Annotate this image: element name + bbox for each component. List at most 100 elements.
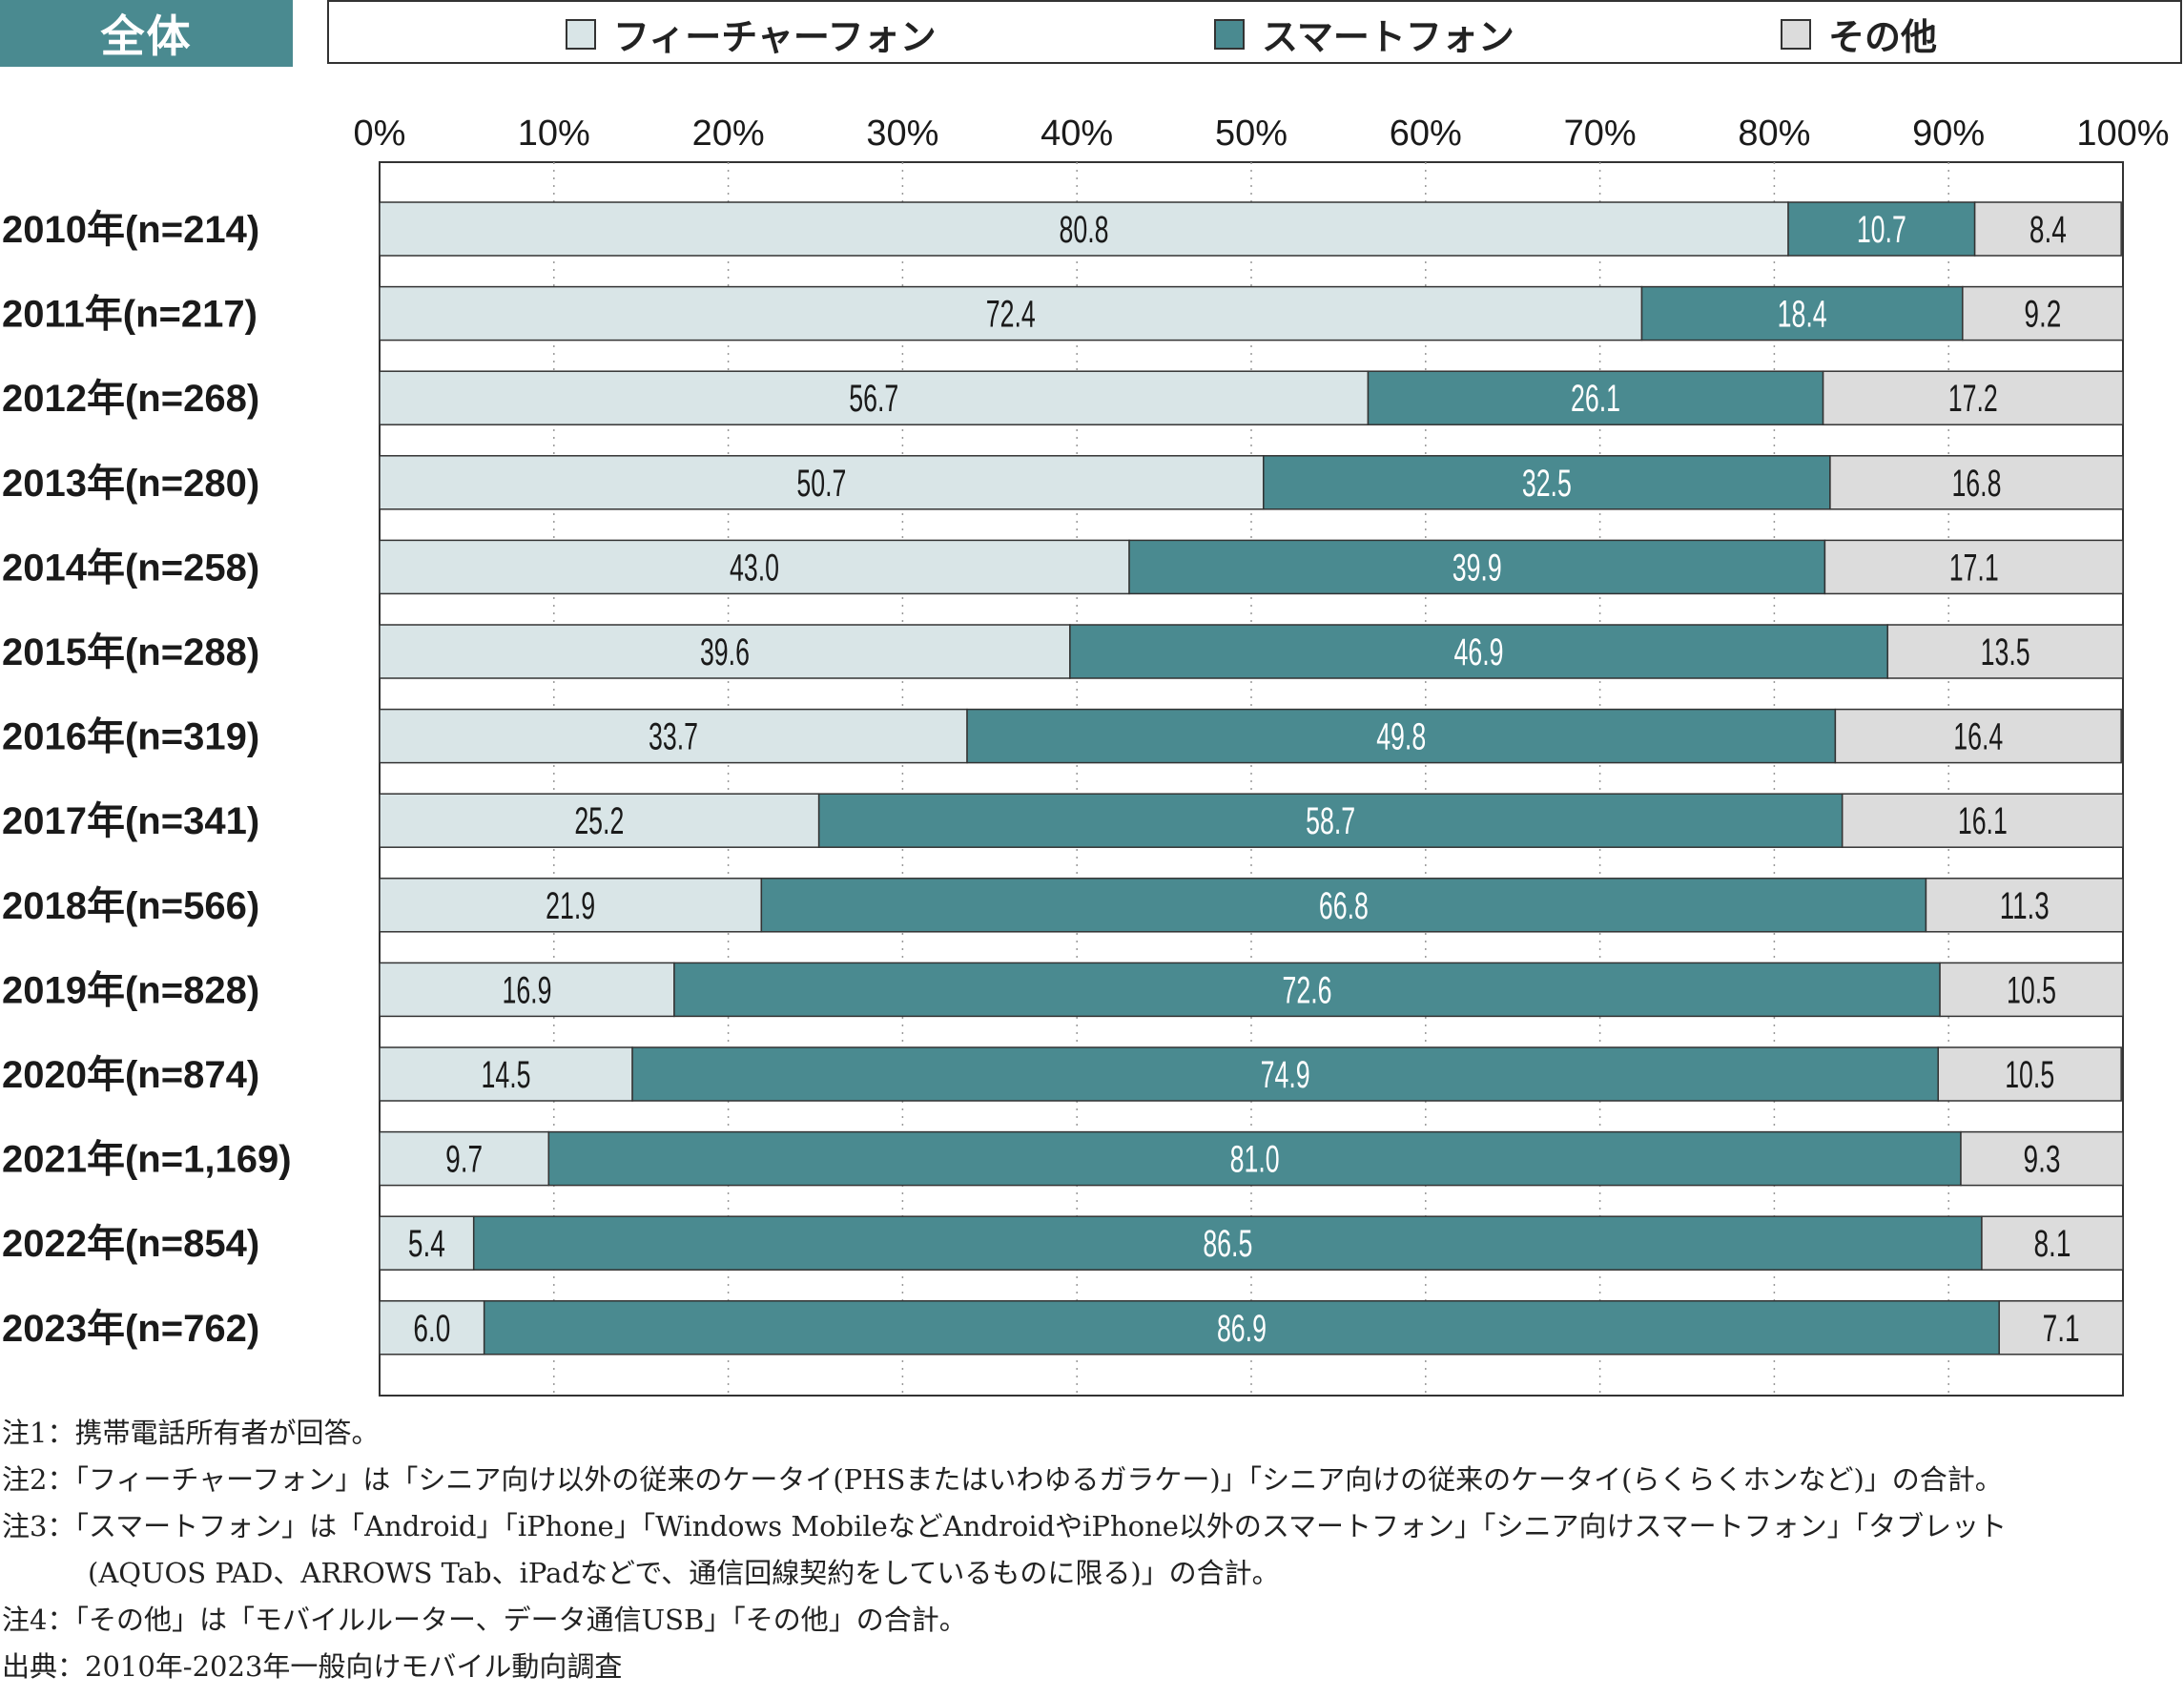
bar-segment-smartphone	[1367, 370, 1824, 425]
bar-segment-other	[1998, 1300, 2124, 1356]
data-label: 18.4	[1778, 294, 1827, 336]
x-tick-label: 80%	[1738, 114, 1810, 154]
bar-segment-smartphone	[1640, 285, 1964, 341]
note-2: 注2：「フィーチャーフォン」は「シニア向け以外の従来のケータイ(PHSまたはいわ…	[2, 1463, 2003, 1496]
y-category-label: 2018年(n=566)	[2, 885, 259, 927]
data-label: 33.7	[649, 716, 698, 758]
bar-segment-feature-phone	[379, 1046, 633, 1102]
x-tick-label: 90%	[1912, 114, 1985, 154]
bar-segment-other	[1973, 201, 2122, 257]
note-3-continued: (AQUOS PAD、ARROWS Tab、iPadなどで、通信回線契約をしてい…	[88, 1557, 1280, 1589]
bar-segment-feature-phone	[379, 285, 1643, 341]
data-label: 7.1	[2043, 1308, 2080, 1350]
bar-segment-other	[1834, 708, 2122, 764]
bar-segment-other	[1981, 1215, 2124, 1271]
y-category-label: 2020年(n=874)	[2, 1054, 259, 1096]
data-label: 80.8	[1060, 209, 1109, 251]
data-label: 8.4	[2029, 209, 2067, 251]
data-label: 16.9	[502, 969, 551, 1011]
bar-segment-smartphone	[1069, 624, 1888, 679]
data-label: 10.5	[2005, 1054, 2054, 1096]
data-label: 16.1	[1958, 800, 2008, 842]
data-label: 39.9	[1453, 547, 1502, 589]
bar-segment-smartphone	[483, 1300, 2000, 1356]
data-label: 86.5	[1203, 1223, 1252, 1265]
data-label: 5.4	[408, 1223, 445, 1265]
x-tick-label: 30%	[866, 114, 938, 154]
note-4: 注4：「その他」は「モバイルルーター、データ通信USB」「その他」の合計。	[2, 1604, 967, 1636]
data-label: 81.0	[1230, 1139, 1280, 1181]
bar-segment-feature-phone	[379, 878, 763, 933]
bar-segment-other	[1829, 455, 2124, 510]
x-tick-label: 20%	[692, 114, 765, 154]
y-category-label: 2013年(n=280)	[2, 463, 259, 505]
bar-segment-other	[1960, 1130, 2124, 1187]
data-label: 11.3	[2000, 885, 2050, 927]
y-category-label: 2016年(n=319)	[2, 716, 259, 758]
data-label: 17.2	[1948, 378, 1998, 420]
bar-segment-feature-phone	[379, 962, 675, 1018]
data-label: 39.6	[700, 631, 750, 673]
x-tick-label: 10%	[518, 114, 590, 154]
chart-legend: フィーチャーフォン スマートフォン その他	[327, 0, 2182, 64]
bar-segment-feature-phone	[379, 539, 1130, 595]
data-label: 66.8	[1319, 885, 1369, 927]
bar-segment-smartphone	[1263, 455, 1831, 510]
data-label: 56.7	[849, 378, 898, 420]
data-label: 25.2	[574, 800, 624, 842]
bar-segment-smartphone	[1787, 201, 1976, 257]
data-label: 58.7	[1306, 800, 1355, 842]
bar-segment-feature-phone	[379, 624, 1071, 679]
bar-segment-feature-phone	[379, 370, 1370, 425]
bar-segment-other	[1937, 1046, 2122, 1102]
legend-item-other: その他	[1781, 2, 1937, 66]
source-note: 出典：2010年-2023年一般向けモバイル動向調査	[2, 1650, 623, 1683]
data-label: 49.8	[1376, 716, 1426, 758]
y-category-label: 2022年(n=854)	[2, 1223, 259, 1265]
bar-segment-feature-phone	[379, 1215, 475, 1271]
bar-segment-feature-phone	[379, 708, 968, 764]
data-label: 32.5	[1522, 463, 1572, 505]
y-category-label: 2010年(n=214)	[2, 209, 259, 251]
data-label: 17.1	[1949, 547, 1999, 589]
y-category-label: 2014年(n=258)	[2, 547, 259, 589]
x-tick-label: 40%	[1040, 114, 1113, 154]
bar-segment-feature-phone	[379, 455, 1265, 510]
footnotes: 注1：携帯電話所有者が回答。 注2：「フィーチャーフォン」は「シニア向け以外の従…	[2, 1410, 2182, 1690]
y-category-label: 2023年(n=762)	[2, 1308, 259, 1350]
bar-segment-feature-phone	[379, 201, 1789, 257]
data-label: 14.5	[482, 1054, 531, 1096]
legend-label-other: その他	[1828, 16, 1938, 58]
legend-swatch-smartphone	[1214, 18, 1245, 50]
data-label: 9.7	[445, 1139, 483, 1181]
data-label: 46.9	[1454, 631, 1504, 673]
y-category-label: 2017年(n=341)	[2, 800, 259, 842]
data-label: 8.1	[2033, 1223, 2071, 1265]
legend-item-feature-phone: フィーチャーフォン	[566, 2, 937, 66]
bar-segment-smartphone	[760, 878, 1927, 933]
bar-segment-other	[1939, 962, 2124, 1018]
data-label: 72.4	[986, 294, 1036, 336]
bar-segment-other	[1886, 624, 2124, 679]
data-label: 74.9	[1261, 1054, 1310, 1096]
bar-segment-other	[1823, 539, 2124, 595]
y-category-label: 2021年(n=1,169)	[2, 1139, 292, 1181]
legend-label-smartphone: スマートフォン	[1262, 16, 1514, 58]
data-label: 26.1	[1571, 378, 1620, 420]
legend-label-feature-phone: フィーチャーフォン	[613, 16, 937, 58]
y-category-label: 2019年(n=828)	[2, 969, 259, 1011]
x-tick-label: 50%	[1215, 114, 1288, 154]
note-1: 注1：携帯電話所有者が回答。	[2, 1417, 380, 1449]
bar-segment-feature-phone	[379, 1300, 485, 1356]
x-tick-label: 100%	[2076, 114, 2169, 154]
bar-segment-other	[1962, 285, 2124, 341]
bar-segment-smartphone	[547, 1130, 1962, 1187]
legend-swatch-other	[1781, 18, 1811, 50]
x-tick-label: 70%	[1564, 114, 1637, 154]
data-label: 21.9	[546, 885, 595, 927]
data-label: 16.8	[1951, 463, 2001, 505]
data-label: 13.5	[1981, 631, 2030, 673]
data-label: 16.4	[1953, 716, 2003, 758]
y-category-label: 2012年(n=268)	[2, 378, 259, 420]
data-label: 86.9	[1217, 1308, 1267, 1350]
